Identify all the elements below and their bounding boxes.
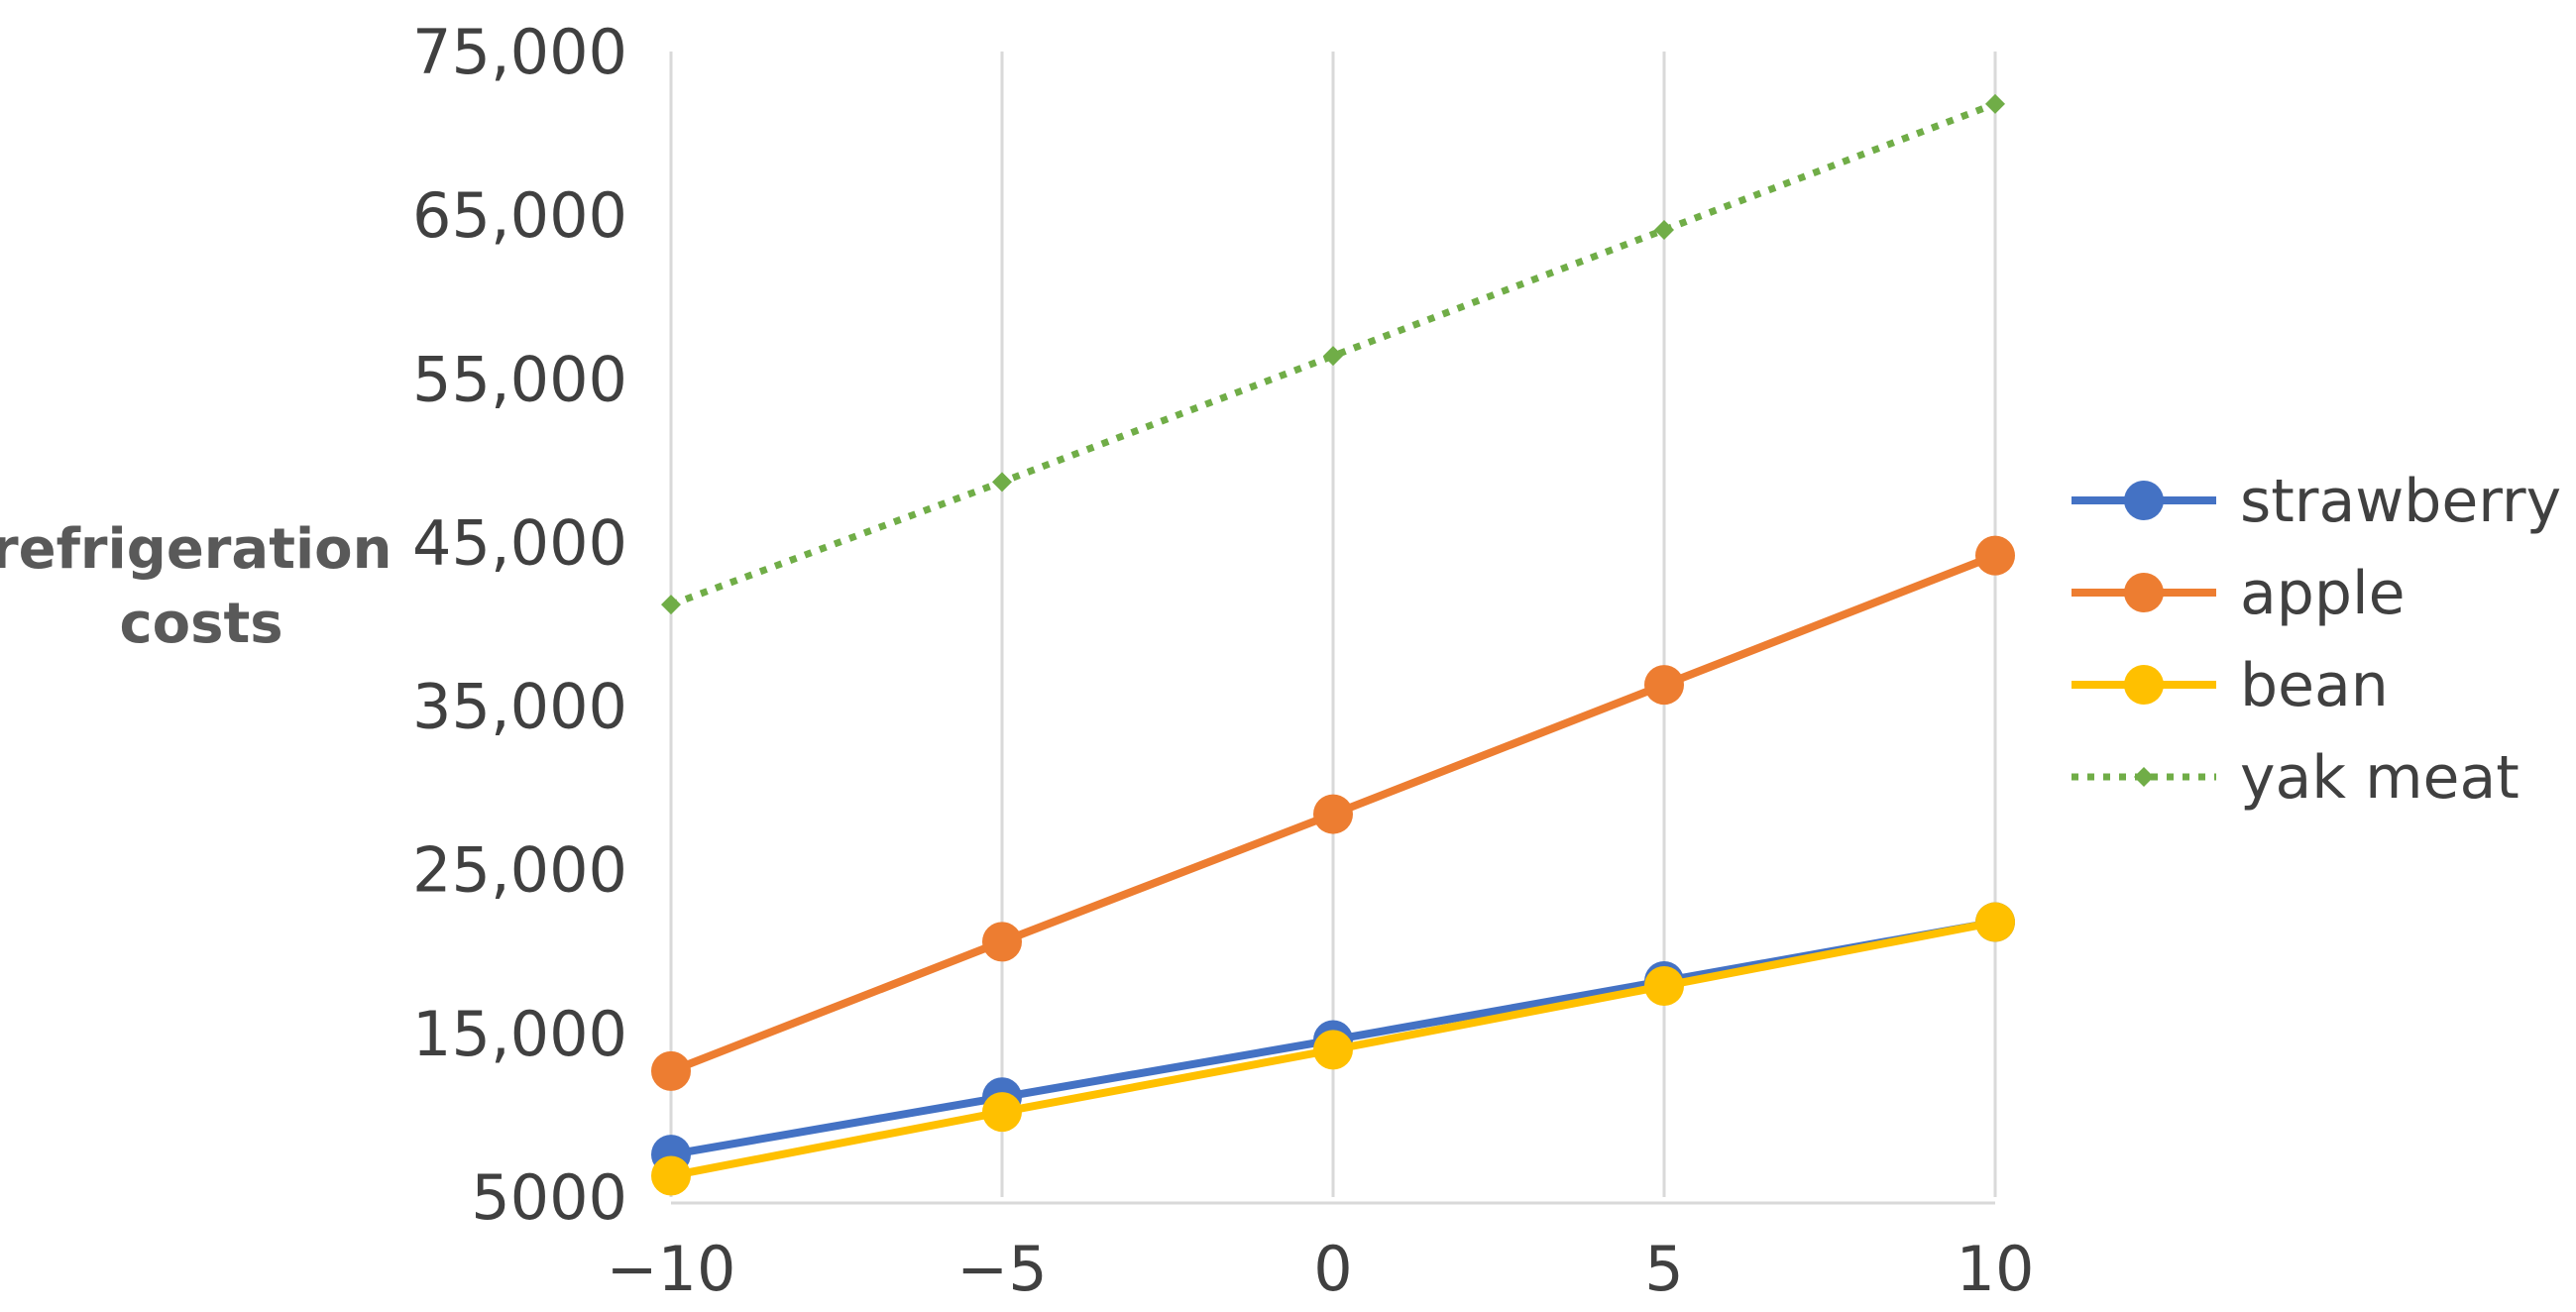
data-point-apple bbox=[651, 1050, 691, 1091]
x-tick-label: −5 bbox=[956, 1233, 1047, 1305]
data-point-yak-meat bbox=[1985, 93, 2005, 114]
data-point-apple bbox=[1975, 535, 2015, 576]
data-point-bean bbox=[651, 1155, 691, 1196]
y-axis-tick-labels: 5000 15,000 25,000 35,000 45,000 55,000 65,000… bbox=[412, 16, 627, 1234]
y-axis-label-line-2: costs bbox=[119, 592, 282, 656]
data-point-yak-meat bbox=[661, 595, 681, 615]
data-point-yak-meat bbox=[1654, 220, 1674, 241]
legend-label: bean bbox=[2240, 651, 2389, 720]
y-tick-label: 65,000 bbox=[412, 179, 627, 252]
data-point-yak-meat bbox=[992, 472, 1012, 492]
series-bean bbox=[651, 902, 2015, 1196]
data-point-bean bbox=[982, 1092, 1022, 1133]
legend-marker bbox=[2124, 665, 2164, 705]
data-point-bean bbox=[1313, 1030, 1353, 1070]
data-series bbox=[651, 93, 2015, 1196]
legend-item-bean: bean bbox=[2072, 651, 2389, 720]
series-line-yak-meat bbox=[669, 100, 1997, 608]
legend-item-apple: apple bbox=[2072, 559, 2406, 628]
legend-marker bbox=[2124, 573, 2164, 612]
y-tick-label: 75,000 bbox=[412, 16, 627, 88]
legend: strawberry apple bean yak meat bbox=[2072, 467, 2561, 813]
legend-label: apple bbox=[2240, 559, 2406, 628]
data-point-bean bbox=[1644, 965, 1684, 1006]
y-tick-label: 45,000 bbox=[412, 506, 627, 579]
x-tick-label: −10 bbox=[607, 1233, 736, 1305]
y-tick-label: 55,000 bbox=[412, 343, 627, 415]
data-point-bean bbox=[1975, 902, 2015, 942]
y-tick-label: 5000 bbox=[471, 1161, 627, 1234]
x-tick-label: 10 bbox=[1957, 1233, 2035, 1305]
gridlines bbox=[669, 52, 1997, 1205]
y-axis-label: refrigeration costs bbox=[0, 517, 411, 656]
legend-marker bbox=[2134, 767, 2154, 787]
y-tick-label: 25,000 bbox=[412, 834, 627, 907]
data-point-apple bbox=[1313, 794, 1353, 834]
legend-label: yak meat bbox=[2240, 743, 2520, 813]
legend-item-yak-meat: yak meat bbox=[2072, 743, 2520, 813]
data-point-apple bbox=[1644, 665, 1684, 706]
data-point-yak-meat bbox=[1323, 346, 1343, 367]
y-axis-label-line-1: refrigeration bbox=[0, 517, 392, 582]
legend-item-strawberry: strawberry bbox=[2072, 467, 2561, 536]
y-tick-label: 35,000 bbox=[412, 671, 627, 743]
y-tick-label: 15,000 bbox=[412, 998, 627, 1070]
x-axis-tick-labels: −10 −5 0 5 10 bbox=[607, 1233, 2035, 1305]
x-tick-label: 5 bbox=[1644, 1233, 1683, 1305]
legend-marker bbox=[2124, 481, 2164, 520]
data-point-apple bbox=[982, 922, 1022, 962]
legend-label: strawberry bbox=[2240, 467, 2561, 536]
series-yak-meat bbox=[661, 93, 2005, 615]
x-tick-label: 0 bbox=[1313, 1233, 1352, 1305]
series-apple bbox=[651, 535, 2015, 1091]
